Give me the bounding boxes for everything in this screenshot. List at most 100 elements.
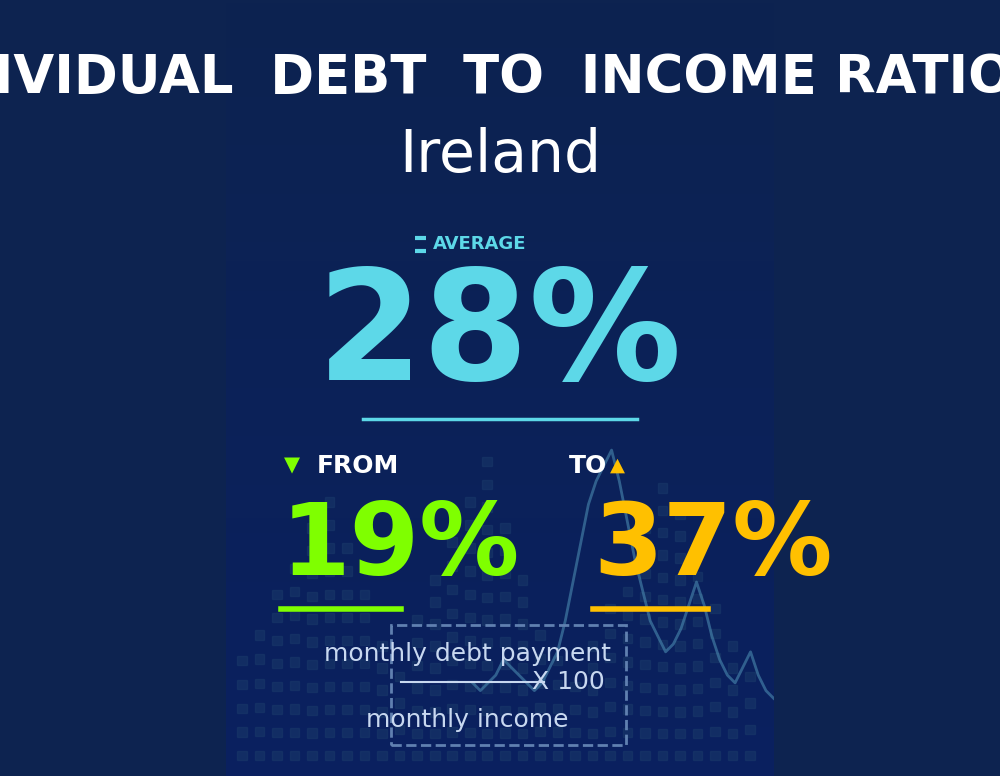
Bar xyxy=(658,662,667,671)
Bar xyxy=(693,661,702,670)
Bar xyxy=(325,590,334,599)
Bar xyxy=(465,613,475,622)
Bar xyxy=(588,707,597,716)
Bar xyxy=(307,569,317,578)
Bar xyxy=(342,590,352,599)
Bar xyxy=(605,677,615,687)
Bar xyxy=(675,619,685,629)
Bar xyxy=(342,543,352,553)
Bar xyxy=(693,751,702,760)
Bar xyxy=(693,549,702,559)
Bar xyxy=(447,727,457,736)
Bar xyxy=(710,677,720,687)
Bar xyxy=(377,729,387,739)
Bar xyxy=(710,605,720,614)
Bar xyxy=(658,528,667,537)
Bar xyxy=(482,638,492,647)
Bar xyxy=(377,707,387,716)
Bar xyxy=(588,663,597,673)
Bar xyxy=(693,684,702,693)
Bar xyxy=(500,683,510,692)
Bar xyxy=(658,506,667,515)
Bar xyxy=(518,619,527,629)
Bar xyxy=(430,619,440,629)
Bar xyxy=(360,682,369,691)
Bar xyxy=(325,705,334,714)
Bar xyxy=(290,563,299,573)
Bar xyxy=(518,641,527,650)
Text: TO: TO xyxy=(568,454,607,477)
Bar xyxy=(237,751,247,760)
Bar xyxy=(447,561,457,570)
Bar xyxy=(728,707,737,716)
Bar xyxy=(377,641,387,650)
Bar xyxy=(518,598,527,607)
Bar xyxy=(710,751,720,760)
Bar xyxy=(272,636,282,645)
Text: AVERAGE: AVERAGE xyxy=(433,235,527,254)
Bar xyxy=(307,751,317,760)
Bar xyxy=(255,703,264,712)
Bar xyxy=(412,615,422,625)
Bar xyxy=(482,593,492,602)
Bar xyxy=(272,728,282,737)
Bar xyxy=(553,704,562,713)
Bar xyxy=(255,751,264,760)
Text: ▼: ▼ xyxy=(284,456,300,476)
Bar xyxy=(745,672,755,681)
Bar xyxy=(640,569,650,578)
Bar xyxy=(658,550,667,559)
Bar xyxy=(482,729,492,738)
Bar xyxy=(675,598,685,607)
Bar xyxy=(360,613,369,622)
Bar xyxy=(658,729,667,738)
Bar xyxy=(482,706,492,715)
Bar xyxy=(465,590,475,599)
Bar xyxy=(395,698,404,708)
Bar xyxy=(640,546,650,556)
Bar xyxy=(675,575,685,584)
Bar xyxy=(640,615,650,624)
Bar xyxy=(482,615,492,625)
Bar xyxy=(605,629,615,638)
Bar xyxy=(500,637,510,646)
Bar xyxy=(465,636,475,645)
Bar xyxy=(693,594,702,604)
Bar xyxy=(395,751,404,760)
Bar xyxy=(325,751,334,760)
Bar xyxy=(307,637,317,646)
Bar xyxy=(360,636,369,645)
Bar xyxy=(255,727,264,736)
Bar xyxy=(447,632,457,642)
Bar xyxy=(412,751,422,760)
Bar xyxy=(518,685,527,695)
Bar xyxy=(535,751,545,760)
Bar xyxy=(465,659,475,668)
Bar xyxy=(360,751,369,760)
Bar xyxy=(377,663,387,673)
Bar xyxy=(391,625,626,745)
Bar xyxy=(518,707,527,716)
Bar xyxy=(570,705,580,714)
Bar xyxy=(290,587,299,596)
Bar xyxy=(325,636,334,645)
Bar xyxy=(658,751,667,760)
Bar xyxy=(360,590,369,599)
Bar xyxy=(255,654,264,663)
Bar xyxy=(693,706,702,715)
Bar xyxy=(377,685,387,695)
Text: Ireland: Ireland xyxy=(399,126,601,184)
Bar xyxy=(307,546,317,556)
Bar xyxy=(430,707,440,716)
Bar xyxy=(255,630,264,639)
Bar xyxy=(447,608,457,618)
Bar xyxy=(605,653,615,663)
Bar xyxy=(658,706,667,715)
Bar xyxy=(500,751,510,760)
Bar xyxy=(623,587,632,596)
Bar xyxy=(290,705,299,714)
Bar xyxy=(675,641,685,650)
Bar xyxy=(570,728,580,737)
Bar xyxy=(395,672,404,681)
Bar xyxy=(728,751,737,760)
